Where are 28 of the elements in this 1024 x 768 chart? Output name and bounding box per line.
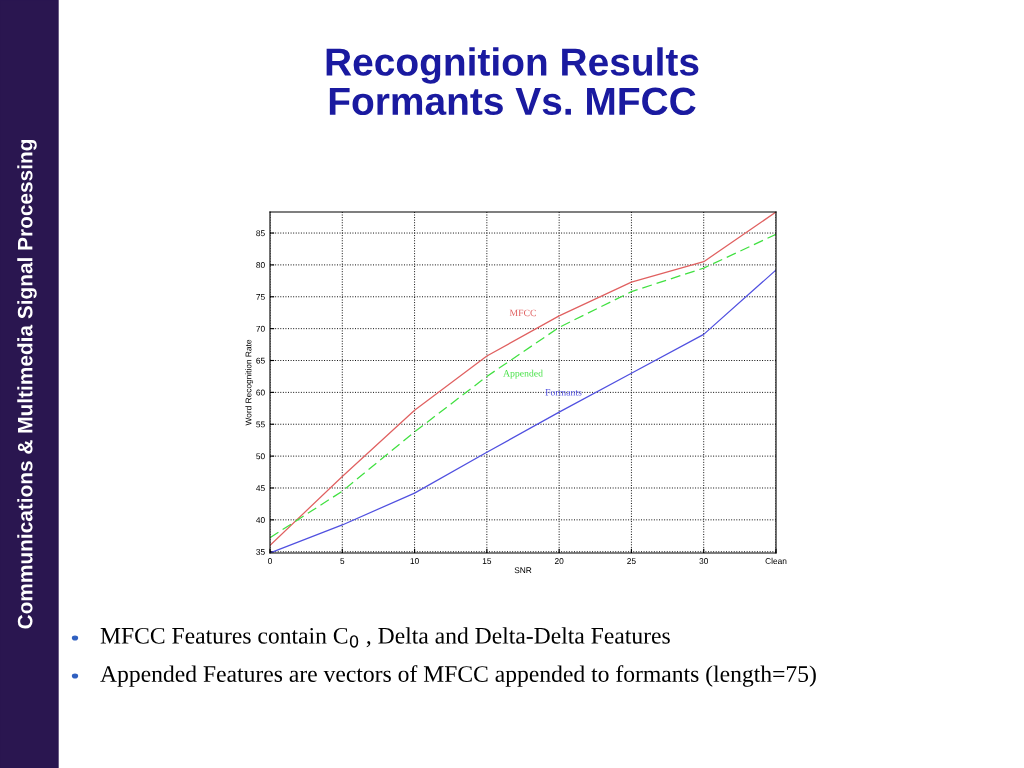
text: Communications & Multimedia Signal Processing: [17, 139, 37, 629]
y-tick-label: 55: [256, 421, 265, 428]
y-tick-label: 80: [256, 262, 265, 268]
x-tick-label: 0: [268, 558, 272, 564]
y-tick-label: 85: [256, 230, 265, 237]
x-tick-label: 30: [699, 558, 709, 564]
chart-title: Recognition Results Formants Vs. MFCC: [326, 47, 699, 116]
y-tick-label: 70: [256, 325, 265, 332]
x-tick-label: Clean: [765, 557, 787, 564]
text: MFCC Features contain C$_{0}$ , Delta and Delta-Delta Features: [100, 627, 670, 648]
y-tick-label: 60: [256, 389, 265, 396]
y-axis-title: Word Recognition Rate: [245, 339, 254, 426]
x-tick-label: 20: [554, 558, 564, 564]
y-tick-label: 75: [256, 294, 265, 300]
y-tick-label: 45: [256, 485, 265, 492]
y-tick-label: 65: [256, 357, 265, 364]
x-tick-label: 5: [340, 558, 345, 564]
y-tick-label: 50: [256, 453, 265, 460]
series-label: Formants: [545, 389, 582, 396]
x-tick-label: 10: [410, 558, 419, 564]
y-tick-label: 40: [256, 517, 265, 523]
x-tick-label: 15: [482, 558, 492, 564]
text: Appended Features are vectors of MFCC appended to formants (length=75): [100, 665, 816, 687]
series-label: MFCC: [509, 309, 536, 317]
x-tick-label: 25: [627, 558, 636, 564]
series-label: Appended: [503, 369, 543, 379]
x-axis-title: SNR: [514, 567, 532, 574]
y-tick-label: 35: [256, 548, 265, 555]
